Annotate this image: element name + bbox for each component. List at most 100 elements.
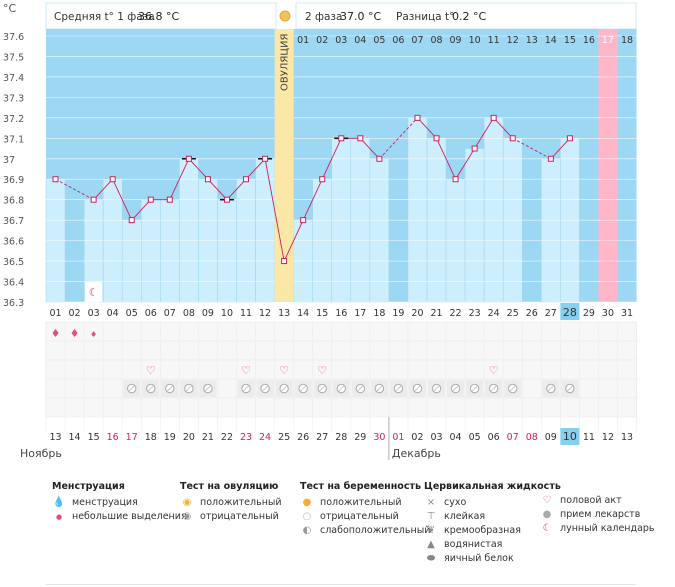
legend-divider xyxy=(46,584,636,585)
pill-score xyxy=(548,385,554,392)
legend: Менструация 💧 менструация ● небольшие выде… xyxy=(0,476,675,587)
moon-cell xyxy=(85,282,103,302)
temp-point xyxy=(357,135,364,142)
cycle-day-label: 01 xyxy=(49,308,61,319)
temp-line-segment xyxy=(321,138,342,180)
temp-line-segment xyxy=(55,178,94,201)
date-label: 17 xyxy=(126,432,138,443)
pill-score xyxy=(414,385,421,392)
cycle-day-label: 06 xyxy=(145,308,157,319)
pill-score xyxy=(395,385,402,392)
temp-bar xyxy=(369,158,390,303)
phase2-day-label: 07 xyxy=(411,35,423,46)
pill-score xyxy=(490,385,497,392)
legend-pregnancy-title: Тест на беременность xyxy=(300,481,421,492)
temp-bar xyxy=(407,117,428,303)
legend-menstruation: Менструация 💧 менструация ● небольшие выде… xyxy=(52,476,187,524)
y-tick-label: 36.5 xyxy=(3,257,24,268)
phase1-label: Средняя t° 1 фаза xyxy=(54,11,155,23)
temp-line-segment xyxy=(436,138,456,180)
cycle-day-label: 12 xyxy=(259,308,271,319)
temp-line-segment xyxy=(264,158,285,262)
cycle-day-label: 21 xyxy=(430,308,442,319)
creamy-icon: ❦ xyxy=(426,525,436,536)
current-day-highlight xyxy=(560,303,580,320)
date-label: 28 xyxy=(335,432,347,443)
ovulation-negative-icon: ◉ xyxy=(182,511,192,522)
watery-icon: ▲ xyxy=(427,539,435,550)
plot-area: 36.3 36.4 36.5 36.6 36.7 36.8 36.9 37 37.1 37.2 37… xyxy=(3,29,637,320)
drop-icon: ♦ xyxy=(51,327,61,340)
heart-icon: ♡ xyxy=(146,364,156,377)
heart-icon: ♡ xyxy=(241,364,251,377)
event-row xyxy=(45,397,637,418)
temp-line-segment xyxy=(93,178,114,200)
date-label: 11 xyxy=(583,432,595,443)
cycle-day-label: 22 xyxy=(450,308,462,319)
event-rows: ♦ ♦ ♦ ♡ ♡ ♡ ♡ ♡ xyxy=(45,321,637,431)
temp-point xyxy=(433,135,440,142)
date-label: 18 xyxy=(145,432,157,443)
pill-score xyxy=(205,385,211,392)
legend-item: ◐ слабоположительный xyxy=(300,524,431,538)
cycle-day-label: 07 xyxy=(164,308,176,319)
phase2-day-label: 16 xyxy=(583,35,595,46)
pill-score xyxy=(243,385,249,392)
temp-point xyxy=(223,196,230,203)
cycle-day-label: 04 xyxy=(107,308,119,319)
pill-score xyxy=(433,385,440,392)
legend-item: ❦ кремообразная xyxy=(424,524,561,538)
ovulation-positive-icon: ◉ xyxy=(182,497,192,508)
heart-icon: ♡ xyxy=(542,495,552,506)
date-label: 05 xyxy=(469,432,481,443)
y-tick-label: 37.3 xyxy=(3,93,24,104)
date-label: 02 xyxy=(411,432,423,443)
legend-item: ● положительный xyxy=(300,496,430,510)
pill-score xyxy=(509,385,516,392)
temp-point xyxy=(262,155,269,162)
cycle-day-label: 10 xyxy=(221,308,233,319)
temp-point xyxy=(147,196,154,203)
temp-line-segment xyxy=(283,219,304,262)
date-label: 13 xyxy=(49,432,61,443)
temp-point xyxy=(509,135,516,142)
pill-score xyxy=(452,385,459,392)
temp-line-segment xyxy=(112,179,133,221)
temp-point xyxy=(547,155,554,162)
small-drop-icon: ● xyxy=(55,513,63,521)
today-highlight xyxy=(560,428,580,445)
temp-point xyxy=(204,176,211,183)
pill-score xyxy=(319,385,326,392)
heart-icon: ♡ xyxy=(279,364,289,377)
cycle-day-label: 03 xyxy=(88,308,100,319)
y-tick-label: 37.1 xyxy=(3,134,24,145)
temp-point xyxy=(452,176,459,183)
pill-score xyxy=(567,385,573,392)
y-tick-label: 36.7 xyxy=(3,216,24,227)
pill-score xyxy=(262,385,268,392)
pill-score xyxy=(338,385,345,392)
temp-bar xyxy=(483,117,504,303)
legend-item: ○ отрицательный xyxy=(300,510,430,524)
temp-bar xyxy=(217,199,237,303)
pregnancy-positive-icon: ● xyxy=(302,497,312,508)
date-label: 29 xyxy=(354,432,366,443)
temp-line-segment xyxy=(417,117,437,139)
sticky-icon: ⊤ xyxy=(426,511,436,522)
date-label: 30 xyxy=(373,432,385,443)
phase1-value: 36.8 °C xyxy=(138,10,179,23)
date-label: 04 xyxy=(450,432,462,443)
date-label: 06 xyxy=(488,432,500,443)
temp-line-segment xyxy=(131,199,152,221)
date-label: 10 xyxy=(563,430,577,443)
cycle-day-label: 02 xyxy=(69,308,81,319)
cycle-day-label: 28 xyxy=(563,306,577,319)
heart-icon: ♡ xyxy=(317,364,327,377)
temp-line-segment xyxy=(474,117,495,149)
legend-other: ♡ половой акт ● прием лекарств ☾ лунный кал… xyxy=(540,490,655,536)
temp-bar xyxy=(255,158,275,303)
temp-bar xyxy=(141,199,161,303)
temp-line-segment xyxy=(207,178,228,200)
y-tick-label: 36.8 xyxy=(3,196,24,207)
temp-line-segment xyxy=(245,158,266,180)
